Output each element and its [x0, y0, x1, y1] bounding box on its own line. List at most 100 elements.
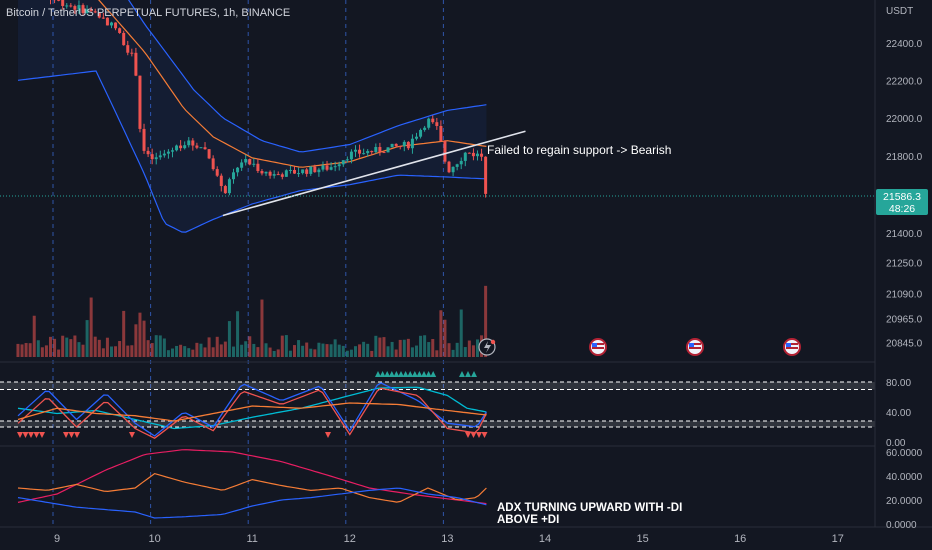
volume-bar	[402, 339, 406, 357]
candle-body	[211, 158, 215, 170]
volume-bar	[73, 335, 77, 357]
chart-title: Bitcoin / TetherUS PERPETUAL FUTURES, 1h…	[6, 7, 290, 19]
candle-body	[475, 153, 479, 157]
candle-body	[272, 174, 276, 176]
candle-body	[134, 52, 138, 76]
volume-bar	[467, 340, 471, 357]
oscillator-pane[interactable]	[17, 382, 487, 439]
candle-body	[264, 171, 268, 174]
oscillator-line	[17, 382, 487, 437]
adx-pane[interactable]	[17, 449, 487, 519]
candle-body	[162, 153, 166, 156]
volume-bar	[341, 345, 345, 357]
volume-bar	[109, 346, 113, 357]
candle-body	[463, 152, 467, 161]
time-tick-label: 10	[148, 533, 160, 545]
volume-bar	[118, 341, 122, 357]
price-axis[interactable]: 22400.0 22200.0 22000.0 21800.0 21400.0 21250…	[886, 39, 923, 531]
adx-tick-label: 40.0000	[886, 472, 923, 483]
candle-body	[341, 160, 345, 165]
sell-signal-marker	[63, 432, 69, 438]
currency-label: USDT	[886, 6, 913, 17]
volume-bar	[398, 339, 402, 357]
candle-body	[317, 169, 321, 173]
buy-signal-marker	[416, 371, 423, 377]
candle-body	[81, 5, 85, 13]
candle-body	[374, 147, 378, 153]
volume-bar	[158, 335, 162, 357]
volume-bar	[435, 350, 439, 357]
volume-bar	[65, 337, 69, 357]
time-tick-label: 14	[539, 533, 551, 545]
adx-tick-label: 0.0000	[886, 520, 917, 531]
volume-bar	[53, 338, 57, 357]
buy-signal-marker	[398, 371, 404, 377]
buy-signal-marker	[459, 371, 465, 377]
price-tick-label: 22000.0	[886, 114, 923, 125]
time-tick-label: 16	[734, 533, 746, 545]
candle-body	[455, 164, 459, 167]
oscillator-tick-label: 80.00	[886, 378, 911, 389]
volume-bar	[268, 347, 272, 357]
dividend-event-icon[interactable]	[478, 338, 496, 356]
candle-body	[248, 158, 252, 165]
support-trendline[interactable]	[222, 130, 526, 217]
candle-body	[105, 17, 109, 26]
volume-bar	[349, 349, 353, 357]
candle-body	[231, 172, 235, 180]
candle-body	[414, 136, 418, 139]
volume-bar	[44, 345, 48, 357]
volume-bar	[276, 349, 280, 357]
buy-signal-marker	[388, 371, 395, 377]
sell-signal-marker	[68, 432, 75, 438]
candle-body	[329, 167, 333, 170]
candle-body	[207, 149, 211, 159]
candle-body	[288, 169, 292, 171]
volume-bar	[337, 344, 341, 357]
candle-body	[398, 146, 402, 148]
volume-bar	[203, 347, 207, 357]
oscillator-band	[0, 421, 875, 427]
candle-body	[191, 140, 195, 146]
volume-bar	[248, 336, 252, 357]
time-axis[interactable]: 9 10 11 12 13 14 15 16 17	[54, 533, 844, 545]
oscillator-line	[17, 387, 487, 439]
time-tick-label: 12	[344, 533, 356, 545]
volume-bar	[170, 348, 174, 357]
oscillator-line	[17, 402, 487, 422]
volume-bar	[410, 347, 414, 357]
candle-body	[366, 151, 370, 154]
volume-bar	[459, 309, 463, 357]
sell-signal-marker	[481, 432, 488, 438]
candle-body	[402, 141, 406, 147]
volume-bar	[40, 347, 44, 357]
bearish-annotation: Failed to regain support -> Bearish	[487, 143, 671, 157]
sell-signal-marker	[17, 432, 23, 438]
candle-body	[227, 179, 231, 194]
candle-body	[215, 169, 219, 176]
volume-bar	[81, 344, 85, 357]
buy-signal-marker	[393, 371, 400, 377]
economic-event-flag-icon[interactable]	[783, 338, 801, 356]
candle-body	[175, 145, 179, 151]
candle-body	[166, 151, 170, 154]
oscillator-band	[0, 382, 875, 390]
time-tick-label: 17	[832, 533, 844, 545]
volume-bar	[207, 337, 211, 357]
candle-body	[183, 145, 187, 149]
adx-line	[17, 472, 487, 503]
sell-signal-marker	[22, 432, 29, 438]
candle-body	[97, 12, 101, 18]
volume-bar	[215, 336, 219, 357]
candle-body	[358, 149, 362, 154]
volume-bar	[451, 349, 455, 357]
volume-bar	[471, 345, 475, 357]
economic-event-flag-icon[interactable]	[589, 338, 607, 356]
volume-bar	[16, 343, 20, 357]
candle-body	[126, 45, 130, 53]
price-tick-label: 22200.0	[886, 76, 923, 87]
economic-event-flag-icon[interactable]	[686, 338, 704, 356]
volume-bar	[394, 349, 398, 357]
volume-bar	[329, 344, 333, 357]
